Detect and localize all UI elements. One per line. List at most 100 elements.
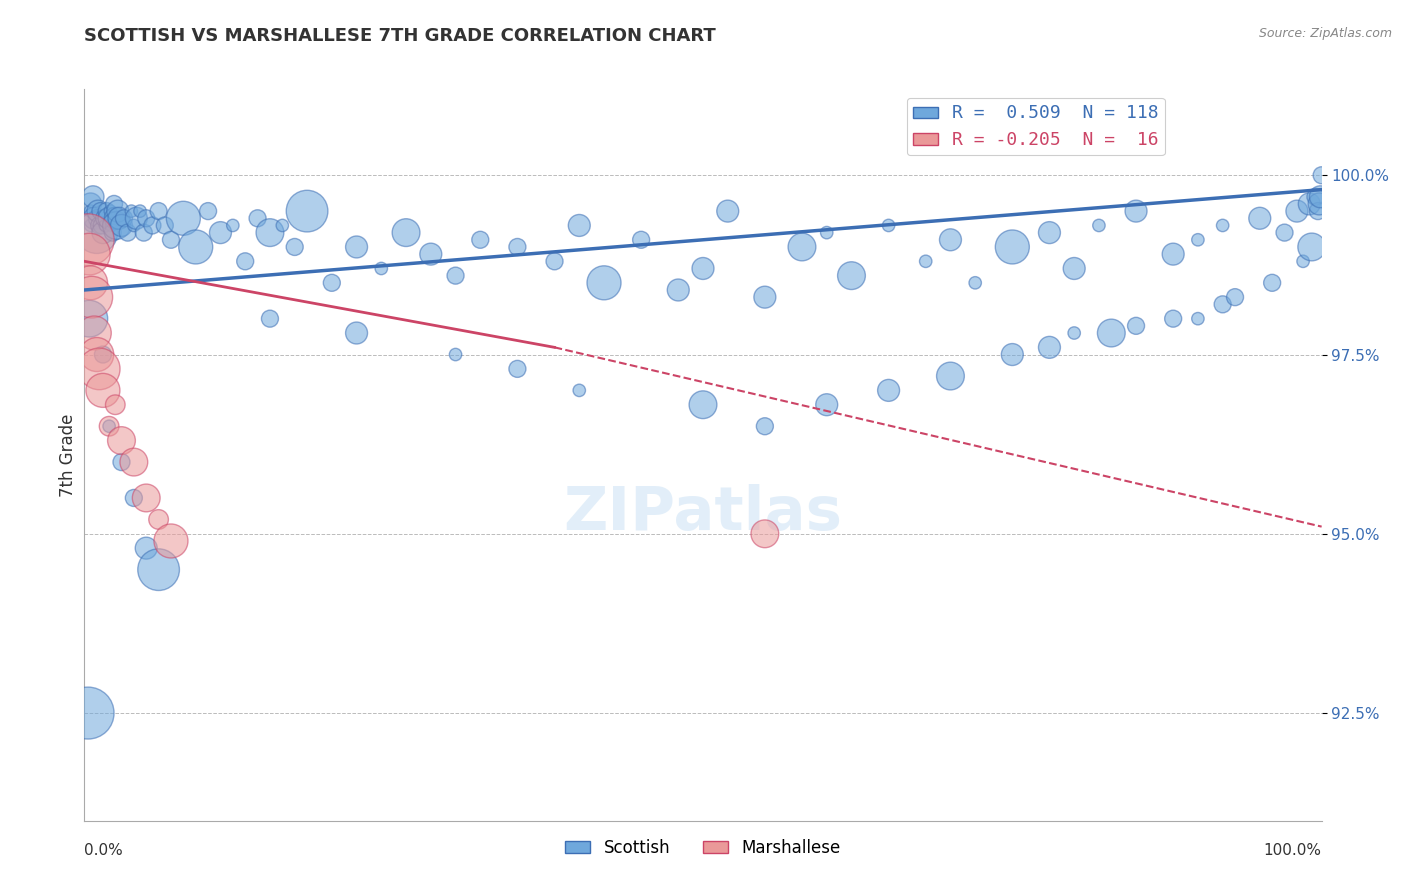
Point <box>209 226 232 240</box>
Point <box>1038 340 1060 354</box>
Point <box>90 219 112 233</box>
Point <box>1088 219 1111 233</box>
Point <box>1038 226 1060 240</box>
Point <box>79 204 101 219</box>
Point <box>91 347 114 361</box>
Point <box>692 261 714 276</box>
Point <box>86 211 108 226</box>
Point <box>79 247 101 261</box>
Text: 100.0%: 100.0% <box>1264 843 1322 857</box>
Point <box>148 204 170 219</box>
Point <box>89 219 111 233</box>
Point <box>370 261 392 276</box>
Point <box>122 491 145 505</box>
Point <box>321 276 343 290</box>
Point <box>841 268 863 283</box>
Point <box>1306 204 1329 219</box>
Point <box>1309 190 1331 204</box>
Point <box>284 240 307 254</box>
Point <box>104 398 127 412</box>
Point <box>91 384 114 398</box>
Point <box>93 211 115 226</box>
Point <box>122 219 145 233</box>
Point <box>346 326 368 340</box>
Point <box>1161 311 1184 326</box>
Point <box>91 226 114 240</box>
Point <box>98 419 121 434</box>
Point <box>506 240 529 254</box>
Point <box>86 226 108 240</box>
Point <box>94 219 117 233</box>
Point <box>1212 297 1234 311</box>
Point <box>395 226 418 240</box>
Point <box>593 276 616 290</box>
Text: SCOTTISH VS MARSHALLESE 7TH GRADE CORRELATION CHART: SCOTTISH VS MARSHALLESE 7TH GRADE CORREL… <box>84 27 716 45</box>
Point <box>1223 290 1246 304</box>
Point <box>80 290 103 304</box>
Point <box>1001 240 1024 254</box>
Point <box>98 211 121 226</box>
Point <box>1301 240 1323 254</box>
Point <box>1063 261 1085 276</box>
Point <box>135 491 157 505</box>
Point <box>568 219 591 233</box>
Point <box>295 204 318 219</box>
Point <box>135 541 157 556</box>
Point <box>108 211 131 226</box>
Point <box>1001 347 1024 361</box>
Point <box>1161 247 1184 261</box>
Point <box>506 362 529 376</box>
Point <box>754 419 776 434</box>
Y-axis label: 7th Grade: 7th Grade <box>59 413 77 497</box>
Point <box>100 219 122 233</box>
Point <box>692 398 714 412</box>
Point <box>1099 326 1122 340</box>
Point <box>346 240 368 254</box>
Point <box>1125 318 1147 333</box>
Point <box>470 233 492 247</box>
Point <box>1249 211 1271 226</box>
Point <box>790 240 813 254</box>
Point <box>939 369 962 384</box>
Point <box>1125 204 1147 219</box>
Point <box>754 290 776 304</box>
Point <box>1063 326 1085 340</box>
Point <box>132 226 155 240</box>
Point <box>1187 233 1209 247</box>
Text: Source: ZipAtlas.com: Source: ZipAtlas.com <box>1258 27 1392 40</box>
Point <box>1274 226 1296 240</box>
Point <box>939 233 962 247</box>
Point <box>419 247 441 261</box>
Point <box>1212 219 1234 233</box>
Point <box>79 311 101 326</box>
Point <box>1298 197 1320 211</box>
Point <box>630 233 652 247</box>
Text: 0.0%: 0.0% <box>84 843 124 857</box>
Point <box>110 434 132 448</box>
Point <box>233 254 256 268</box>
Point <box>172 211 194 226</box>
Point <box>96 204 118 219</box>
Point <box>259 311 281 326</box>
Point <box>271 219 294 233</box>
Point <box>98 204 121 219</box>
Point <box>1305 190 1327 204</box>
Point <box>104 211 127 226</box>
Point <box>1292 254 1315 268</box>
Point <box>568 384 591 398</box>
Point <box>98 419 121 434</box>
Point <box>89 204 111 219</box>
Point <box>135 211 157 226</box>
Point <box>184 240 207 254</box>
Point <box>153 219 176 233</box>
Text: ZIPatlas: ZIPatlas <box>564 484 842 543</box>
Point <box>1187 311 1209 326</box>
Point <box>1261 276 1284 290</box>
Point <box>103 197 125 211</box>
Point <box>815 226 838 240</box>
Legend: Scottish, Marshallese: Scottish, Marshallese <box>558 832 848 863</box>
Point <box>197 204 219 219</box>
Point <box>83 211 105 226</box>
Point <box>877 219 900 233</box>
Point <box>754 526 776 541</box>
